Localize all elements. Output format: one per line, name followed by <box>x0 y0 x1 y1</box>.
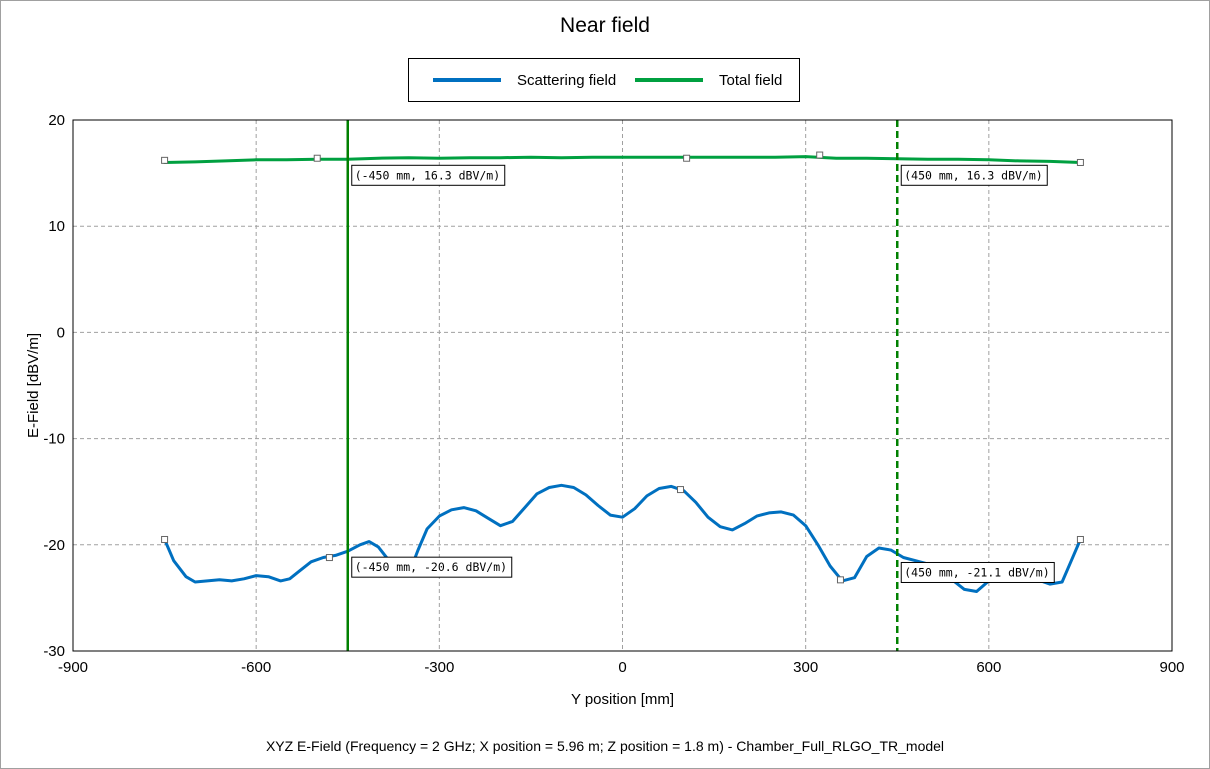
marker-label-box <box>900 561 1055 583</box>
marker-label-box <box>900 164 1048 186</box>
marker-label: (450 mm, -21.1 dBV/m) <box>904 565 1049 579</box>
y-tick-label: -30 <box>43 643 65 660</box>
x-tick-label: 900 <box>1159 659 1184 676</box>
total-data-point <box>1076 158 1084 166</box>
legend-label-total: Total field <box>719 71 783 89</box>
scattering-data-point <box>161 535 169 543</box>
scattering-data-point <box>325 554 333 562</box>
x-tick-label: 600 <box>976 659 1001 676</box>
y-axis-label: E-Field [dBV/m] <box>25 333 42 438</box>
x-tick-label: -900 <box>58 659 88 676</box>
plot-border <box>72 119 1173 652</box>
x-tick-label: -600 <box>241 659 271 676</box>
chart-title: Near field <box>560 14 650 37</box>
scattering-data-point <box>677 486 685 494</box>
legend-swatch-scattering <box>433 78 501 82</box>
y-tick-label: -10 <box>43 431 65 448</box>
y-tick-label: -20 <box>43 537 65 554</box>
legend-label-scattering: Scattering field <box>517 71 617 89</box>
legend-swatch-total <box>635 78 703 82</box>
tick-labels: -900 -600 -300 0 300 600 900 20 10 0 -10 -20 -30 <box>43 112 1184 676</box>
x-tick-label: 0 <box>618 659 626 676</box>
x-axis-label: Y position [mm] <box>571 691 674 708</box>
total-data-point <box>683 154 691 162</box>
series-layer <box>161 151 1084 593</box>
legend: Scattering field Total field <box>408 58 800 102</box>
total-data-point <box>161 156 169 164</box>
total-field-line <box>163 155 1082 164</box>
total-data-point <box>313 154 321 162</box>
legend-item-scattering[interactable]: Scattering field <box>433 59 616 101</box>
total-data-point <box>816 151 824 159</box>
marker-label: (-450 mm, -20.6 dBV/m) <box>355 560 507 574</box>
marker-label-box <box>351 556 513 578</box>
legend-item-total[interactable]: Total field <box>635 59 782 101</box>
x-tick-label: 300 <box>793 659 818 676</box>
scattering-data-point <box>836 576 844 584</box>
x-tick-label: -300 <box>424 659 454 676</box>
y-tick-label: 10 <box>48 218 65 235</box>
marker-label: (450 mm, 16.3 dBV/m) <box>904 168 1042 182</box>
y-tick-label: 0 <box>57 324 65 341</box>
vertical-markers: (-450 mm, 16.3 dBV/m) (-450 mm, -20.6 dBV… <box>346 120 1055 651</box>
marker-label-box <box>351 164 506 186</box>
marker-label: (-450 mm, 16.3 dBV/m) <box>355 168 500 182</box>
footer-caption: XYZ E-Field (Frequency = 2 GHz; X positi… <box>265 738 945 754</box>
scattering-data-point <box>1076 535 1084 543</box>
y-tick-label: 20 <box>48 112 65 129</box>
